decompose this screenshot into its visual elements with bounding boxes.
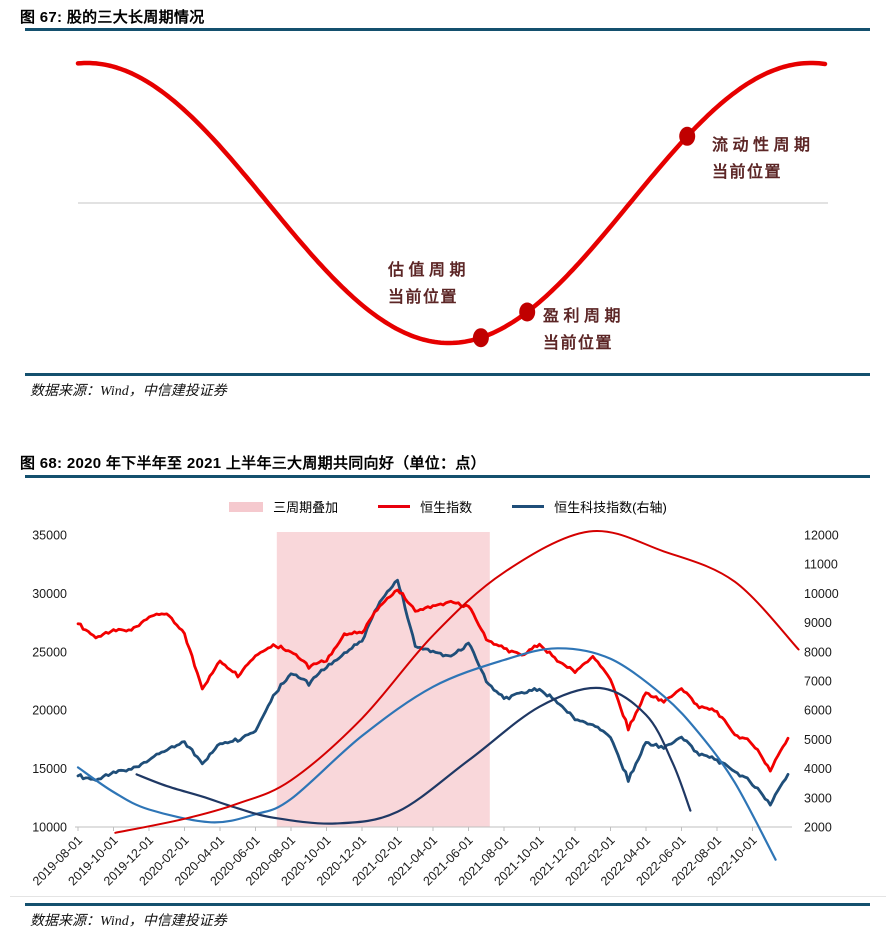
figure67-title-rule <box>25 28 870 31</box>
earnings-cycle-label: 盈利周期 当前位置 <box>543 308 626 352</box>
legend-label: 三周期叠加 <box>273 500 339 515</box>
left-axis-label: 15000 <box>32 762 67 776</box>
navy-line-swatch-icon <box>512 504 545 509</box>
right-axis-label: 4000 <box>804 762 832 776</box>
band-swatch-icon <box>229 501 264 512</box>
right-axis-label: 7000 <box>804 675 832 689</box>
series-hsi <box>76 588 790 773</box>
chart-bottom-hairline <box>10 896 886 897</box>
right-axis-label: 3000 <box>804 791 832 805</box>
legend-label: 恒生指数 <box>420 500 473 515</box>
cycle-curve-smooth <box>135 686 692 825</box>
cycle-position-dot <box>472 328 489 348</box>
right-axis-label: 6000 <box>804 704 832 718</box>
right-axis-label: 10000 <box>804 587 839 601</box>
cycle-position-dot <box>519 302 536 322</box>
legend-item-hstech: 恒生科技指数(右轴) <box>512 497 667 516</box>
right-axis-label: 2000 <box>804 821 832 835</box>
cycle-curve-smooth <box>76 647 777 861</box>
red-line-swatch-icon <box>378 504 411 509</box>
cycle-curve <box>75 60 828 346</box>
right-axis-label: 11000 <box>804 558 838 572</box>
left-axis-label: 25000 <box>32 645 67 659</box>
right-axis-label: 9000 <box>804 616 832 630</box>
figure68-title-rule <box>25 475 870 478</box>
right-axis-label: 12000 <box>804 529 839 543</box>
figure67-source: 数据来源：Wind，中信建投证券 <box>30 384 227 399</box>
figure68-source-rule <box>25 903 870 906</box>
left-axis-label: 20000 <box>32 704 67 718</box>
figure68-chart: 三周期叠加 恒生指数 恒生科技指数(右轴) 2019-08-01 2019-10-… <box>0 490 896 900</box>
right-axis-label: 8000 <box>804 645 832 659</box>
series-hstech <box>76 578 790 807</box>
liquidity-cycle-label: 流动性周期 当前位置 <box>712 137 815 181</box>
left-axis-label: 35000 <box>32 529 67 543</box>
figure68-source: 数据来源：Wind，中信建投证券 <box>30 914 227 929</box>
right-axis-label: 5000 <box>804 733 832 747</box>
cycle-curve-smooth <box>114 529 800 834</box>
valuation-cycle-label: 估值周期 当前位置 <box>388 262 471 306</box>
figure68-title: 图 68: 2020 年下半年至 2021 上半年三大周期共同向好（单位：点） <box>20 455 486 472</box>
figure67-source-rule <box>25 373 870 376</box>
legend-item-hsi: 恒生指数 <box>378 497 472 516</box>
chart-legend: 三周期叠加 恒生指数 恒生科技指数(右轴) <box>0 497 896 516</box>
left-axis-label: 10000 <box>32 821 67 835</box>
figure67-chart: 估值周期 当前位置 盈利周期 当前位置 流动性周期 当前位置 <box>0 40 896 372</box>
hang-seng-cycles-chart: 2019-08-012019-10-012019-12-012020-02-01… <box>30 529 839 889</box>
left-axis-label: 30000 <box>32 587 67 601</box>
figure67-title: 图 67: 股的三大长周期情况 <box>20 9 205 26</box>
cycle-position-dot <box>679 126 696 146</box>
cycle-sine-chart <box>75 60 828 348</box>
legend-label: 恒生科技指数(右轴) <box>554 500 667 515</box>
legend-item-band: 三周期叠加 <box>229 497 338 516</box>
